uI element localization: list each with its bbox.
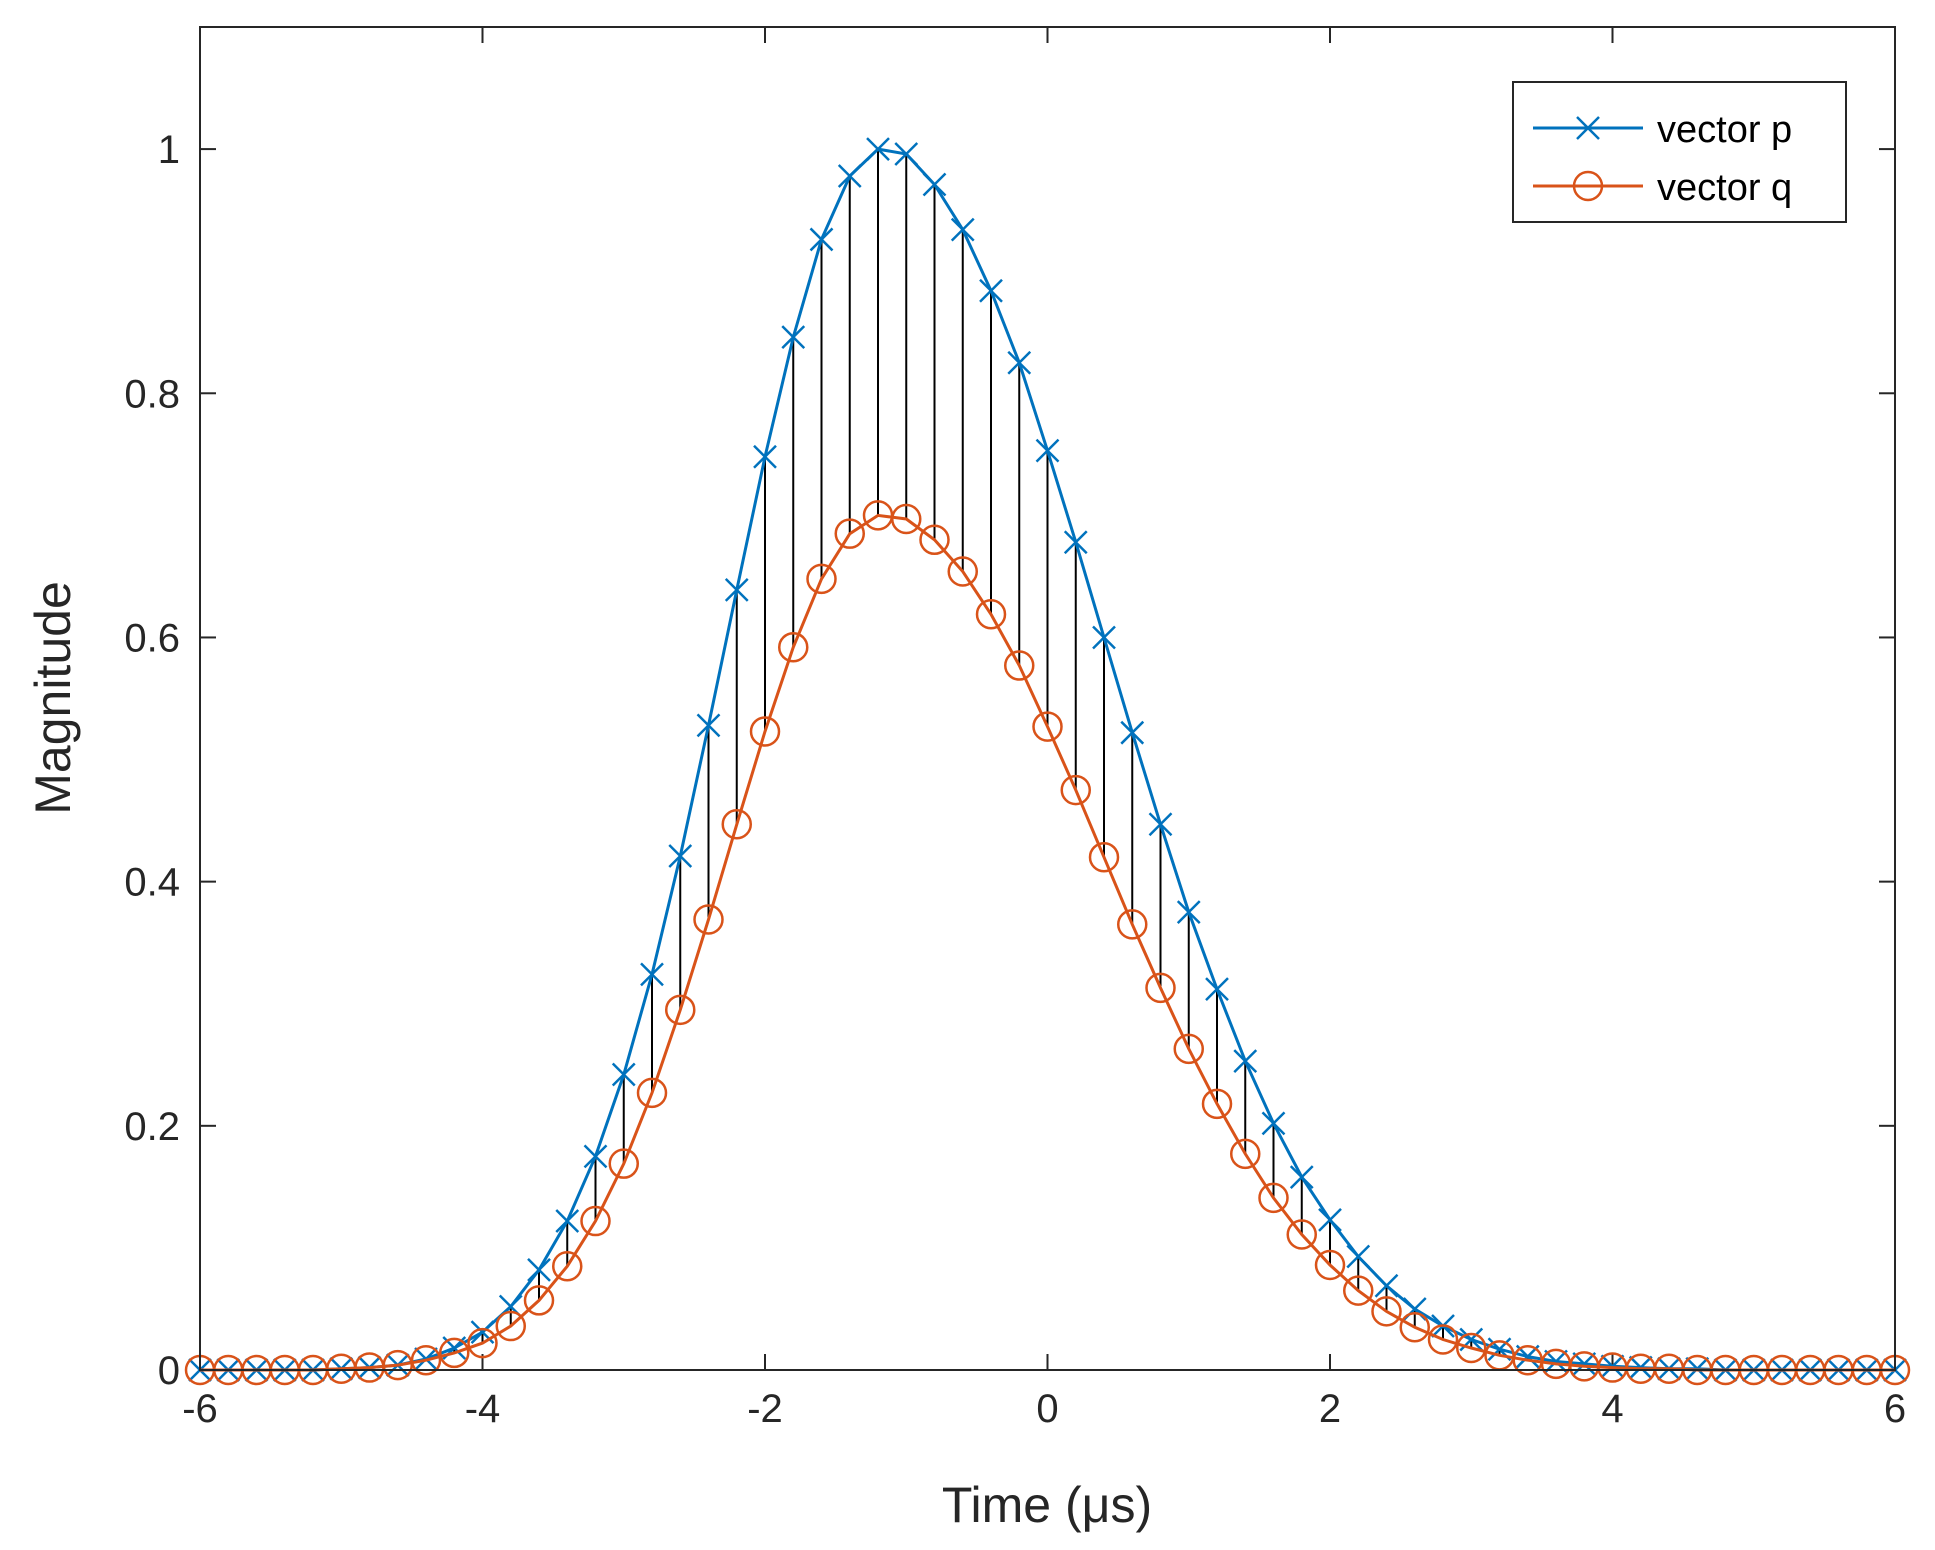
- data-point-x: [1205, 977, 1229, 1001]
- x-tick-label: -4: [465, 1387, 501, 1431]
- y-tick-label: 1: [158, 128, 180, 172]
- data-point-o: [523, 1285, 555, 1316]
- data-point-o: [410, 1344, 442, 1376]
- axes-box: [199, 26, 1896, 1371]
- data-point-o: [1145, 972, 1176, 1004]
- y-tick-label: 0.6: [124, 616, 180, 660]
- data-point-o: [1258, 1182, 1289, 1214]
- data-point-o: [495, 1310, 526, 1342]
- y-tick-label: 0: [158, 1349, 180, 1393]
- data-point-x: [724, 577, 749, 602]
- data-point-x: [809, 227, 834, 252]
- legend: vector p vector q: [1512, 81, 1847, 223]
- data-point-x: [1544, 1349, 1568, 1374]
- data-point-x: [1120, 720, 1145, 745]
- data-point-o: [1173, 1033, 1204, 1065]
- data-point-x: [1092, 625, 1116, 650]
- data-point-o: [947, 556, 978, 587]
- data-point-x: [1289, 1165, 1314, 1189]
- data-point-x: [979, 278, 1003, 303]
- data-point-o: [1399, 1312, 1430, 1343]
- data-point-x: [1261, 1111, 1286, 1136]
- data-point-x: [527, 1258, 551, 1282]
- data-point-o: [891, 503, 922, 535]
- data-point-x: [668, 844, 693, 868]
- data-point-o: [721, 809, 752, 840]
- data-point-o: [665, 994, 696, 1026]
- data-point-o: [1456, 1332, 1487, 1364]
- data-point-o: [806, 563, 837, 595]
- series-q: [184, 500, 1911, 1386]
- data-point-x: [866, 137, 890, 161]
- data-point-x: [1374, 1273, 1399, 1298]
- data-point-o: [749, 716, 781, 747]
- data-point-o: [778, 631, 809, 663]
- legend-label-q: vector q: [1657, 167, 1792, 209]
- data-point-x: [1233, 1049, 1258, 1073]
- legend-box: [1512, 81, 1847, 223]
- data-point-o: [1343, 1275, 1374, 1306]
- data-point-o: [1371, 1296, 1402, 1327]
- data-point-x: [696, 713, 721, 738]
- data-point-x: [1572, 1352, 1597, 1376]
- data-point-x: [894, 142, 919, 166]
- data-point-x: [837, 164, 862, 188]
- data-point-x: [1063, 530, 1088, 555]
- data-point-o: [1286, 1219, 1317, 1250]
- data-point-x: [950, 217, 975, 242]
- data-point-o: [693, 904, 724, 935]
- data-point-o: [834, 518, 865, 549]
- data-point-o: [1427, 1324, 1459, 1355]
- series-line: [200, 513, 1895, 1372]
- data-point-o: [608, 1148, 639, 1179]
- data-point-o: [975, 599, 1007, 630]
- x-tick-label: -6: [182, 1387, 218, 1431]
- y-axis-label: Magnitude: [25, 581, 81, 815]
- data-point-x: [611, 1062, 636, 1087]
- data-point-o: [1032, 711, 1063, 742]
- data-point-x: [753, 444, 777, 469]
- data-point-o: [580, 1205, 611, 1237]
- data-point-o: [919, 524, 950, 556]
- x-tick-label: 4: [1601, 1387, 1623, 1431]
- y-tick-label: 0.8: [124, 372, 180, 416]
- data-point-o: [1004, 650, 1035, 681]
- data-point-o: [1201, 1088, 1233, 1120]
- data-point-x: [1007, 350, 1032, 375]
- y-tick-label: 0.4: [124, 861, 180, 905]
- data-point-o: [1314, 1249, 1346, 1281]
- data-point-o: [467, 1327, 498, 1359]
- series-layer: [184, 137, 1911, 1386]
- x-tick-label: 6: [1884, 1387, 1906, 1431]
- data-point-x: [922, 172, 947, 197]
- data-point-x: [1148, 812, 1173, 837]
- tick-labels: -6 -4 -2 0 2 4 6 0 0.2 0.4 0.6 0.8 1: [124, 128, 1906, 1431]
- data-point-o: [552, 1250, 583, 1282]
- data-point-x: [781, 325, 806, 349]
- data-point-o: [1230, 1138, 1261, 1170]
- x-tick-label: -2: [747, 1387, 783, 1431]
- data-point-o: [1117, 909, 1148, 940]
- difference-stems: [425, 149, 1699, 1370]
- legend-label-p: vector p: [1657, 109, 1792, 151]
- data-point-o: [636, 1077, 668, 1109]
- data-point-o: [1088, 841, 1120, 873]
- data-point-o: [439, 1337, 470, 1369]
- x-axis-label: Time (μs): [942, 1477, 1152, 1533]
- legend-marker-p: [1576, 116, 1600, 140]
- y-tick-label: 0.2: [124, 1105, 180, 1149]
- data-point-x: [640, 962, 664, 987]
- data-point-o: [1060, 774, 1091, 806]
- data-point-x: [1346, 1244, 1371, 1269]
- data-point-x: [1318, 1207, 1342, 1232]
- data-point-x: [1176, 900, 1201, 925]
- legend-marker-q: [1572, 170, 1604, 202]
- data-point-x: [583, 1144, 608, 1169]
- x-tick-label: 0: [1036, 1387, 1058, 1431]
- x-tick-label: 2: [1319, 1387, 1341, 1431]
- data-point-x: [1035, 438, 1060, 463]
- data-point-x: [555, 1209, 580, 1233]
